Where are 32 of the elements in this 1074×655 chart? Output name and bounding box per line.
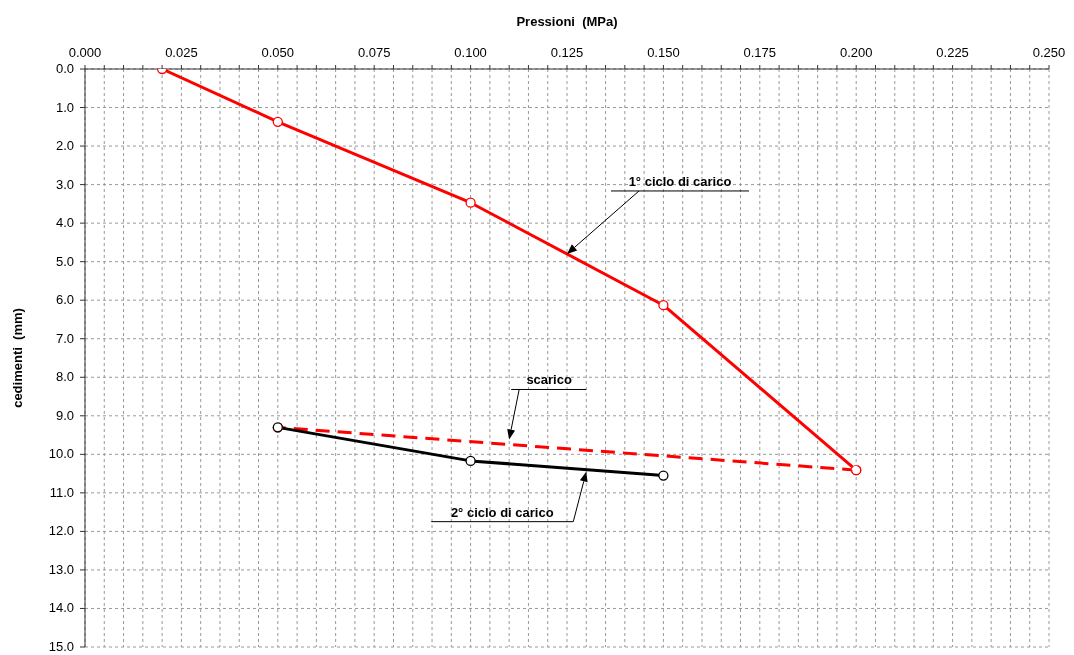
y-tick-label: 5.0 <box>55 253 74 269</box>
x-tick-label: 0.050 <box>261 45 295 60</box>
y-tick-label: 7.0 <box>55 330 74 346</box>
x-tick-label: 0.125 <box>550 45 584 60</box>
x-tick-label: 0.225 <box>936 45 969 60</box>
y-tick-label: 11.0 <box>49 484 74 500</box>
x-tick-label: 0.175 <box>743 45 777 60</box>
x-tick-label: 0.100 <box>454 45 487 60</box>
y-tick-label: 9.0 <box>55 407 74 423</box>
y-tick-label: 14.0 <box>48 600 74 616</box>
y-tick-label: 12.0 <box>48 523 74 539</box>
y-tick-label: 4.0 <box>55 215 74 231</box>
y-tick-label: 2.0 <box>55 138 74 154</box>
annotation: 2° ciclo di carico <box>450 504 554 520</box>
x-tick-label: 0.150 <box>647 45 680 60</box>
y-axis-title: cedimenti (mm) <box>10 308 25 408</box>
x-tick-label: 0.025 <box>165 45 198 60</box>
annotation: 1° ciclo di carico <box>628 173 732 189</box>
y-tick-label: 8.0 <box>55 369 74 385</box>
x-axis-title: Pressioni (MPa) <box>516 14 618 29</box>
y-tick-label: 6.0 <box>55 292 74 308</box>
y-tick-label: 15.0 <box>48 639 74 654</box>
x-tick-label: 0.250 <box>1032 45 1066 60</box>
y-tick-label: 3.0 <box>55 176 74 192</box>
y-tick-label: 10.0 <box>48 446 74 462</box>
y-tick-label: 1.0 <box>55 99 74 115</box>
x-tick-label: 0.200 <box>839 45 873 60</box>
y-tick-label: 0.0 <box>55 61 74 76</box>
y-tick-label: 13.0 <box>48 561 74 577</box>
annotation: scarico <box>526 372 572 388</box>
x-tick-label: 0.000 <box>68 45 102 60</box>
x-tick-label: 0.075 <box>357 45 391 60</box>
